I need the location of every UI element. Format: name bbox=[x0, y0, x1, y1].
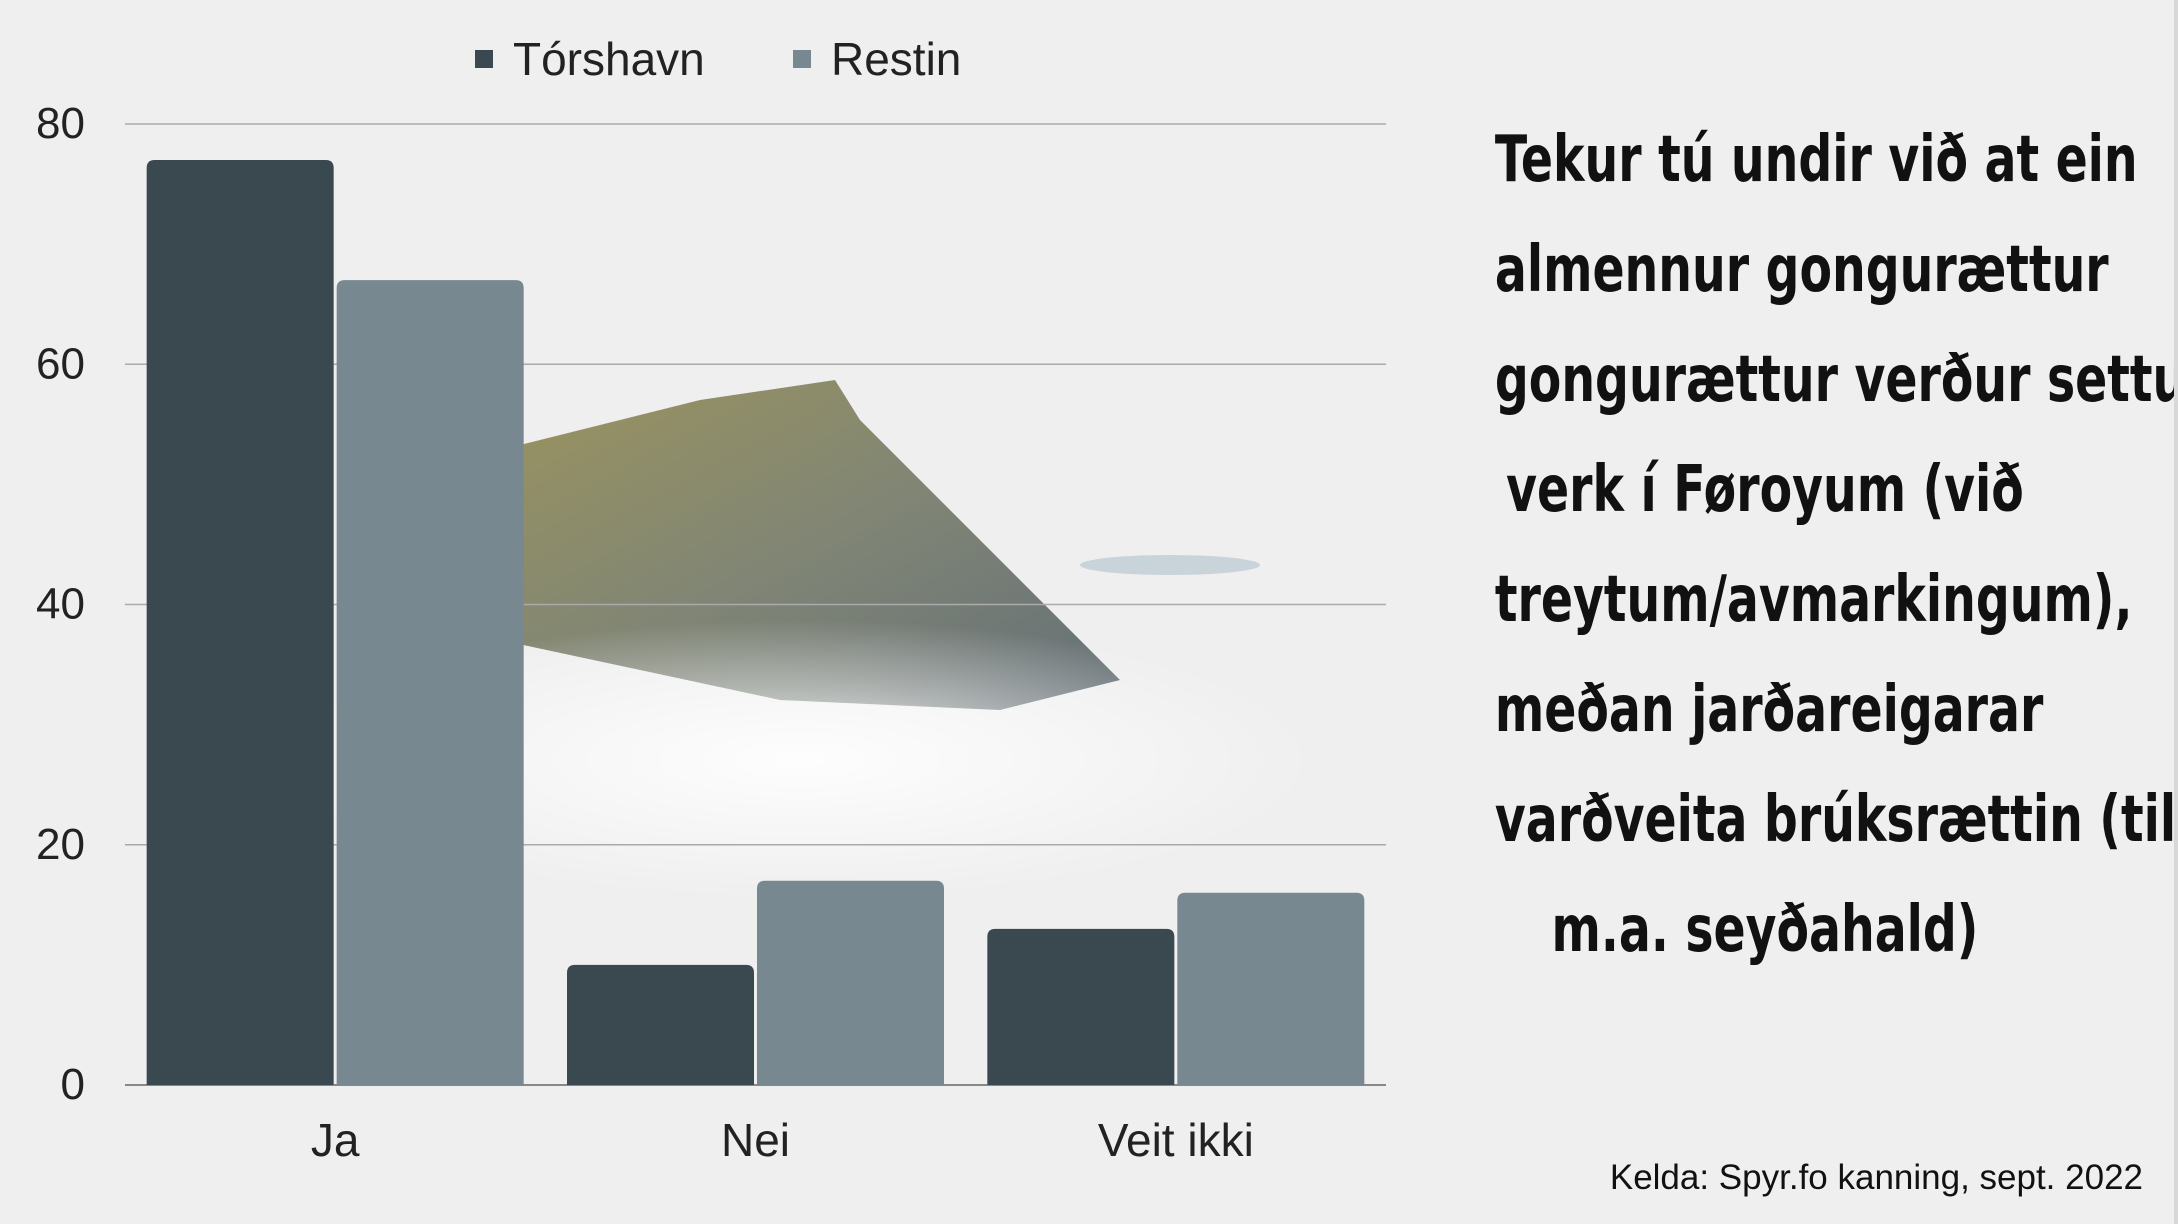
bar-restin-veit-ikki bbox=[1177, 892, 1365, 1085]
legend-label: Tórshavn bbox=[513, 33, 705, 85]
x-category-label: Veit ikki bbox=[1098, 1114, 1254, 1166]
bar-restin-nei bbox=[757, 880, 944, 1085]
y-tick-label: 80 bbox=[36, 99, 85, 148]
title-line: almennur gongurættur bbox=[1494, 233, 2109, 307]
bar-tórshavn-nei bbox=[567, 964, 754, 1085]
x-category-label: Ja bbox=[311, 1114, 360, 1166]
y-tick-label: 60 bbox=[36, 339, 85, 388]
title-line: m.a. seyðahald) bbox=[1551, 893, 1979, 967]
bar-tórshavn-veit-ikki bbox=[987, 928, 1175, 1085]
bar-chart: 0 20 40 60 80 Ja Nei Veit ikki Tórshavn Restin bbox=[36, 33, 1386, 1166]
source-note: Kelda: Spyr.fo kanning, sept. 2022 bbox=[1609, 1158, 2143, 1197]
bar-tórshavn-ja bbox=[146, 160, 334, 1086]
bar-restin-ja bbox=[336, 280, 524, 1086]
title-line: gongurættur verður settur í bbox=[1494, 343, 2178, 417]
chart-question-title: Tekur tú undir við at ein almennur gongu… bbox=[1400, 105, 2178, 985]
title-line: treytum/avmarkingum), bbox=[1494, 563, 2133, 637]
background-mountain-image bbox=[280, 380, 1320, 900]
title-line: Tekur tú undir við at ein bbox=[1494, 123, 2138, 197]
y-tick-label: 20 bbox=[36, 820, 85, 869]
title-line: meðan jarðareigarar bbox=[1494, 673, 2044, 747]
legend-swatch bbox=[475, 50, 493, 68]
y-tick-label: 40 bbox=[36, 580, 85, 629]
slide-border bbox=[2174, 0, 2178, 1224]
y-tick-label: 0 bbox=[61, 1060, 85, 1109]
title-line: verk í Føroyum (við bbox=[1506, 453, 2024, 527]
legend-swatch bbox=[793, 50, 811, 68]
legend-label: Restin bbox=[831, 33, 961, 85]
x-category-label: Nei bbox=[721, 1114, 790, 1166]
title-line: varðveita brúksrættin (til bbox=[1494, 783, 2177, 857]
